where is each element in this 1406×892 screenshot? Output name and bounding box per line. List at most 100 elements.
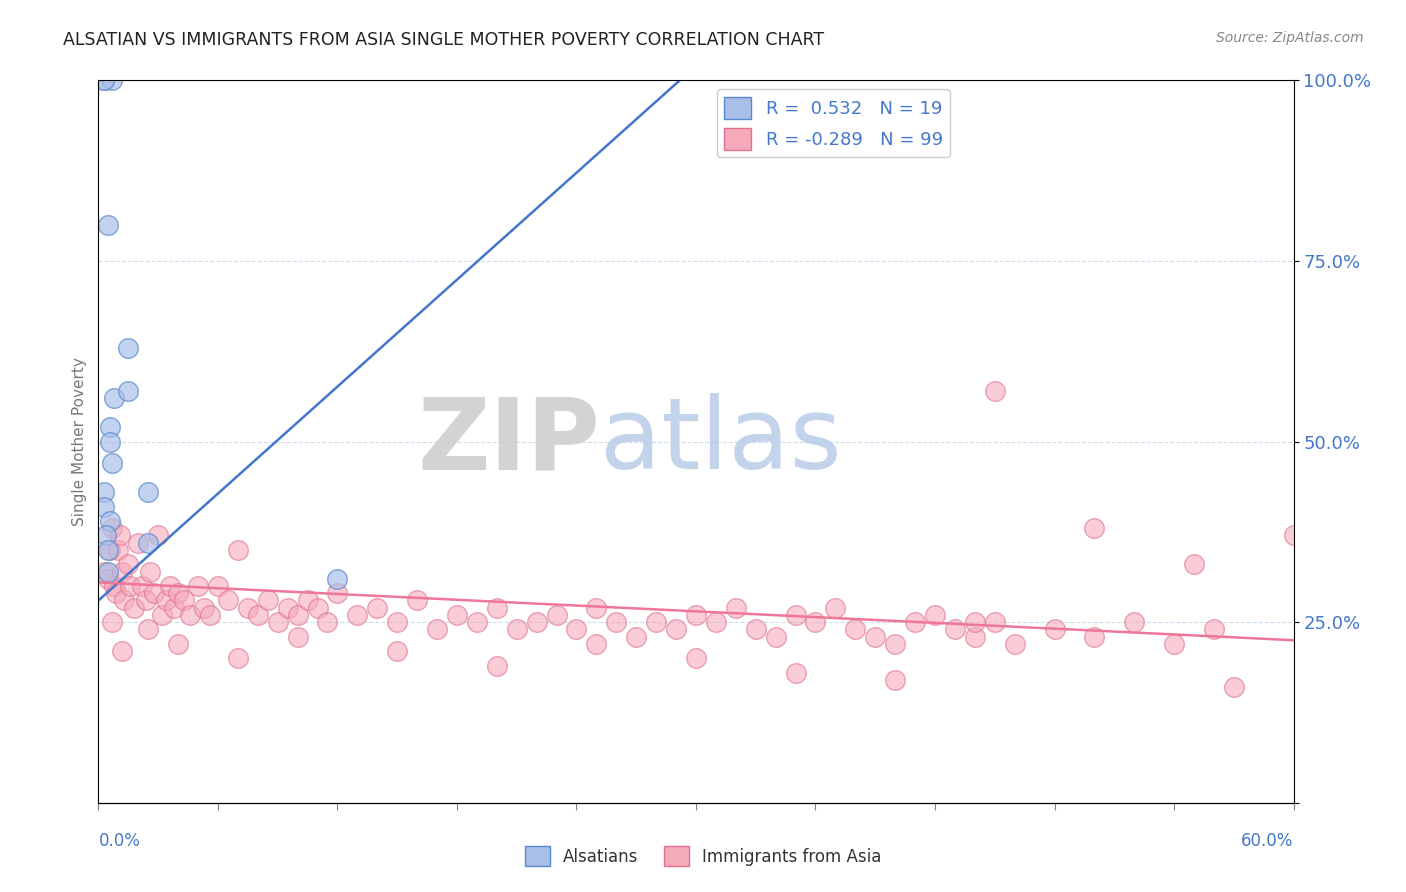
Point — [97, 572, 120, 586]
Point — [1223, 680, 1246, 694]
Point — [884, 673, 907, 687]
Point — [804, 615, 827, 630]
Point — [155, 593, 177, 607]
Point — [226, 542, 249, 557]
Point — [159, 579, 181, 593]
Point — [101, 456, 124, 470]
Point — [884, 637, 907, 651]
Point — [136, 485, 159, 500]
Point — [506, 623, 529, 637]
Point — [135, 593, 157, 607]
Point — [704, 615, 727, 630]
Point — [326, 572, 349, 586]
Point — [685, 651, 707, 665]
Point — [546, 607, 568, 622]
Point — [485, 658, 508, 673]
Point — [148, 528, 170, 542]
Point — [167, 637, 190, 651]
Point — [724, 600, 747, 615]
Point — [93, 565, 115, 579]
Point — [111, 644, 134, 658]
Text: ALSATIAN VS IMMIGRANTS FROM ASIA SINGLE MOTHER POVERTY CORRELATION CHART: ALSATIAN VS IMMIGRANTS FROM ASIA SINGLE … — [63, 31, 824, 49]
Point — [326, 586, 349, 600]
Point — [97, 218, 120, 232]
Point — [366, 600, 388, 615]
Point — [287, 630, 309, 644]
Point — [179, 607, 201, 622]
Point — [943, 623, 966, 637]
Point — [97, 565, 120, 579]
Point — [207, 579, 229, 593]
Point — [1083, 521, 1105, 535]
Point — [785, 607, 807, 622]
Point — [984, 384, 1007, 398]
Point — [1043, 623, 1066, 637]
Point — [1123, 615, 1146, 630]
Point — [150, 607, 173, 622]
Point — [117, 341, 139, 355]
Point — [136, 535, 159, 549]
Point — [645, 615, 668, 630]
Point — [187, 579, 209, 593]
Point — [105, 586, 128, 600]
Point — [626, 630, 648, 644]
Point — [97, 542, 120, 557]
Point — [824, 600, 846, 615]
Point — [1083, 630, 1105, 644]
Point — [485, 600, 508, 615]
Point — [124, 600, 146, 615]
Point — [103, 579, 125, 593]
Text: ZIP: ZIP — [418, 393, 600, 490]
Point — [96, 528, 118, 542]
Point — [167, 586, 190, 600]
Point — [1182, 558, 1205, 572]
Point — [406, 593, 429, 607]
Point — [745, 623, 768, 637]
Point — [117, 384, 139, 398]
Y-axis label: Single Mother Poverty: Single Mother Poverty — [72, 357, 87, 526]
Point — [98, 420, 122, 434]
Text: Source: ZipAtlas.com: Source: ZipAtlas.com — [1216, 31, 1364, 45]
Point — [256, 593, 278, 607]
Point — [465, 615, 488, 630]
Point — [173, 593, 195, 607]
Point — [101, 615, 124, 630]
Point — [236, 600, 259, 615]
Point — [307, 600, 329, 615]
Point — [1004, 637, 1026, 651]
Point — [924, 607, 946, 622]
Point — [143, 586, 166, 600]
Point — [844, 623, 866, 637]
Point — [101, 521, 124, 535]
Point — [346, 607, 368, 622]
Point — [1282, 528, 1305, 542]
Point — [316, 615, 339, 630]
Point — [585, 600, 607, 615]
Point — [385, 644, 409, 658]
Point — [226, 651, 249, 665]
Text: 0.0%: 0.0% — [98, 831, 141, 850]
Point — [765, 630, 787, 644]
Point — [93, 73, 115, 87]
Point — [963, 630, 986, 644]
Point — [120, 579, 142, 593]
Point — [98, 434, 122, 449]
Point — [585, 637, 607, 651]
Point — [136, 623, 159, 637]
Point — [785, 665, 807, 680]
Point — [665, 623, 688, 637]
Point — [904, 615, 927, 630]
Point — [526, 615, 548, 630]
Point — [865, 630, 887, 644]
Point — [267, 615, 290, 630]
Point — [139, 565, 162, 579]
Point — [98, 542, 122, 557]
Point — [98, 514, 122, 528]
Point — [107, 542, 129, 557]
Point — [110, 528, 132, 542]
Point — [127, 535, 149, 549]
Point — [93, 485, 115, 500]
Point — [101, 73, 124, 87]
Point — [287, 607, 309, 622]
Point — [163, 600, 186, 615]
